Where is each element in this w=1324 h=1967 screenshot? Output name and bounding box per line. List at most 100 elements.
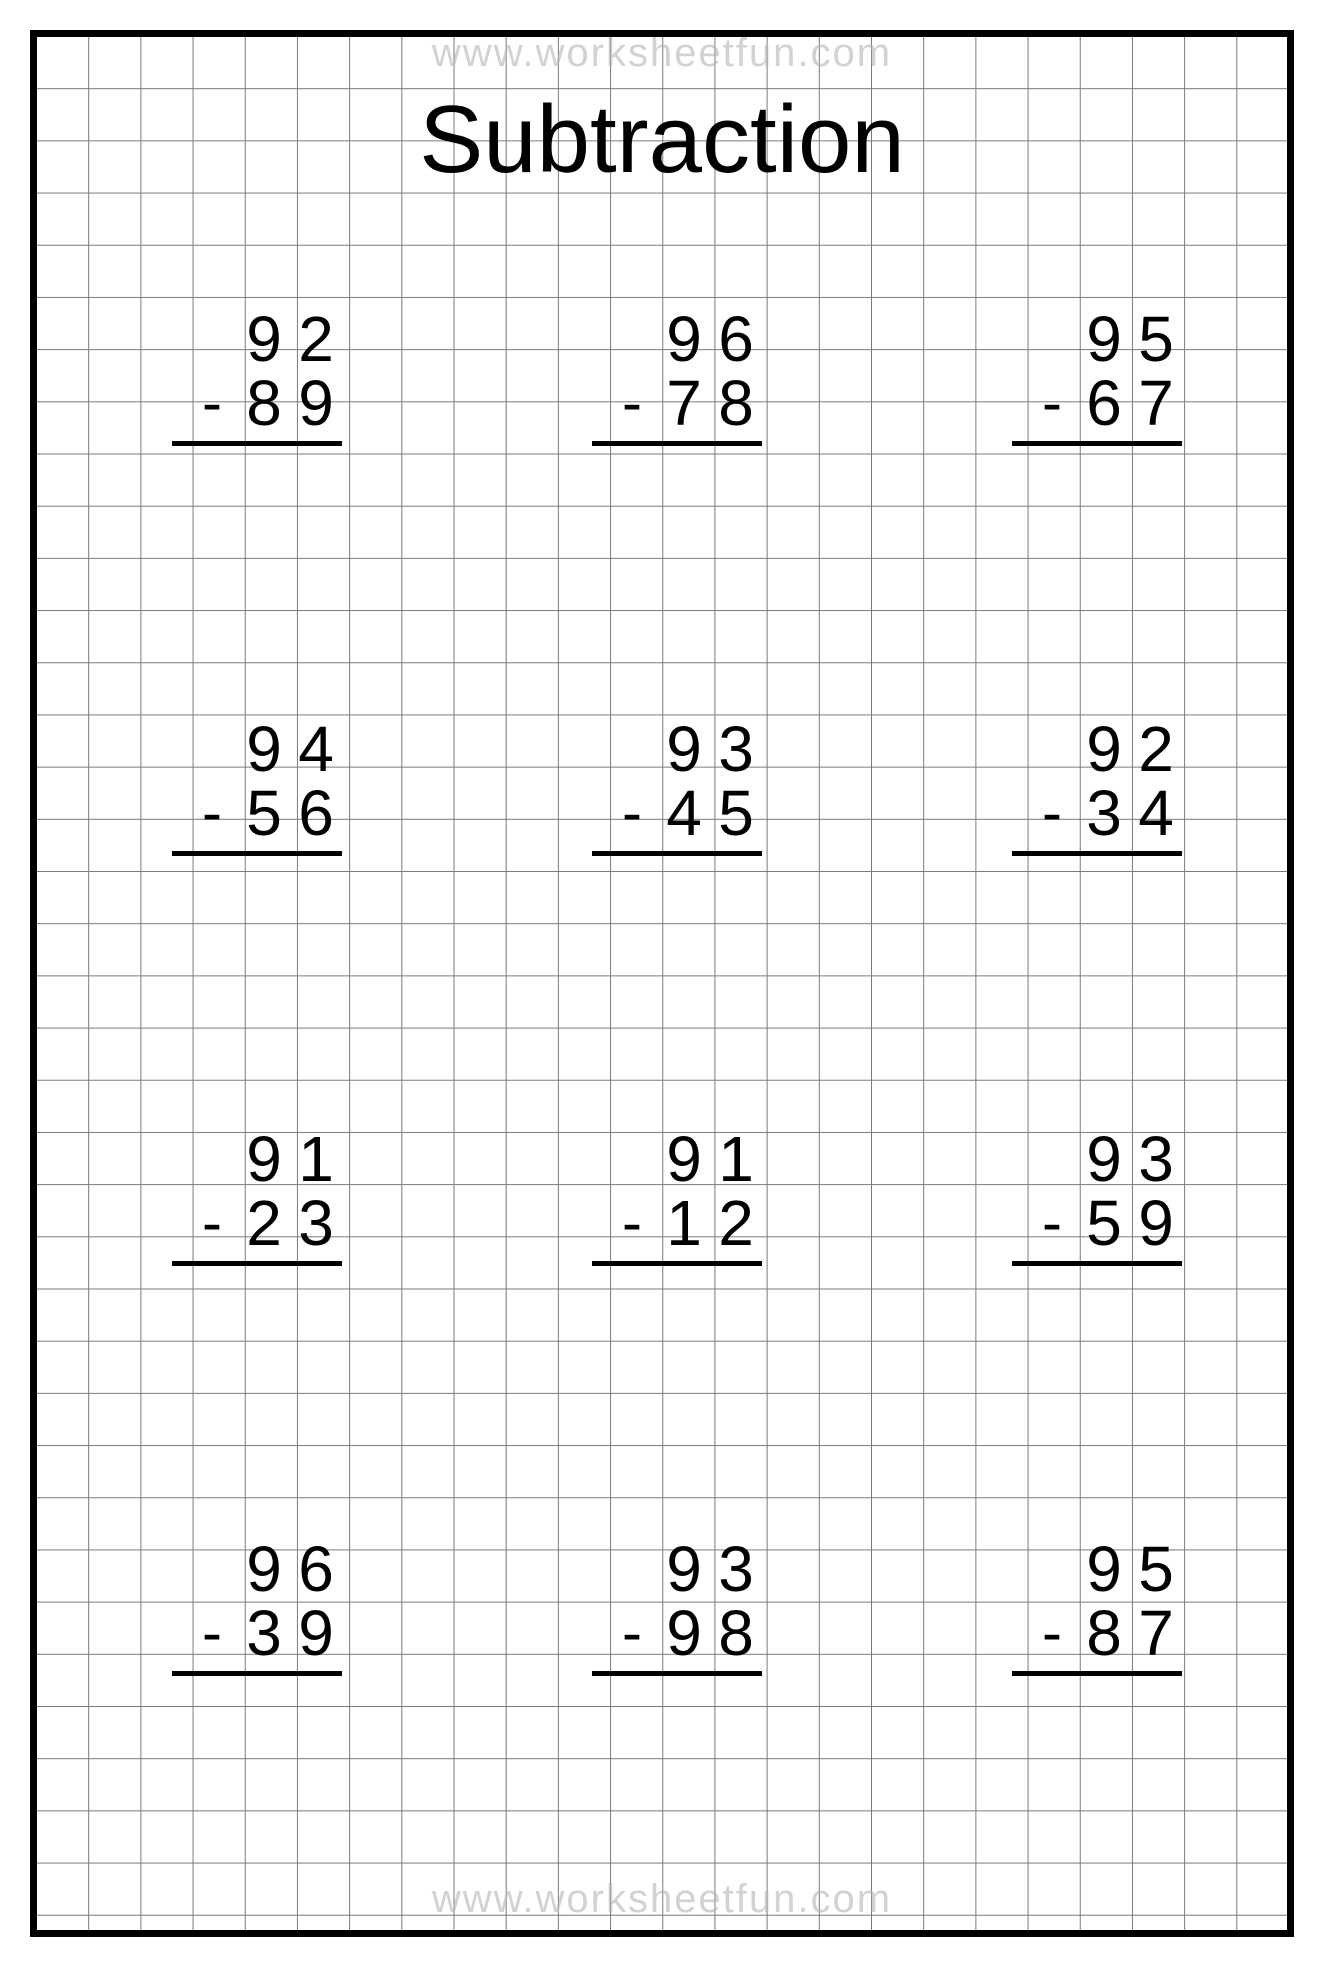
minus-sign: - — [1026, 1193, 1078, 1253]
digit: 6 — [290, 1537, 342, 1601]
minus-sign: - — [606, 373, 658, 433]
digit: 9 — [238, 717, 290, 781]
digit: 2 — [238, 1191, 290, 1255]
subtraction-problem: 93-45 — [552, 717, 762, 856]
worksheet-page: www.worksheetfun.com Subtraction 92-8996… — [30, 30, 1294, 1937]
answer-rule — [172, 1261, 342, 1266]
answer-rule — [1012, 851, 1182, 856]
minus-sign: - — [1026, 1603, 1078, 1663]
answer-rule — [172, 441, 342, 446]
subtraction-problem: 94-56 — [132, 717, 342, 856]
digit: 9 — [238, 1537, 290, 1601]
digit: 3 — [290, 1191, 342, 1255]
minus-sign: - — [186, 1193, 238, 1253]
subtrahend-row: -89 — [132, 371, 342, 435]
subtrahend-row: -39 — [132, 1601, 342, 1665]
subtrahend-row: -67 — [972, 371, 1182, 435]
subtraction-problem: 92-89 — [132, 307, 342, 446]
subtrahend-row: -59 — [972, 1191, 1182, 1255]
digit: 9 — [1130, 1191, 1182, 1255]
digit: 9 — [1078, 717, 1130, 781]
digit: 6 — [290, 781, 342, 845]
digit: 7 — [658, 371, 710, 435]
answer-rule — [592, 1261, 762, 1266]
digit: 9 — [290, 371, 342, 435]
digit: 1 — [290, 1127, 342, 1191]
subtraction-problem: 95-67 — [972, 307, 1182, 446]
digit: 8 — [238, 371, 290, 435]
digit: 5 — [1078, 1191, 1130, 1255]
answer-rule — [592, 851, 762, 856]
digit: 9 — [290, 1601, 342, 1665]
digit: 3 — [1078, 781, 1130, 845]
subtrahend-row: -98 — [552, 1601, 762, 1665]
digit: 3 — [710, 1537, 762, 1601]
minuend-row: 95 — [972, 1537, 1182, 1601]
subtrahend-row: -78 — [552, 371, 762, 435]
digit: 4 — [658, 781, 710, 845]
digit: 4 — [290, 717, 342, 781]
digit: 3 — [1130, 1127, 1182, 1191]
digit: 9 — [238, 1127, 290, 1191]
digit: 5 — [238, 781, 290, 845]
subtrahend-row: -34 — [972, 781, 1182, 845]
digit: 2 — [290, 307, 342, 371]
subtraction-problem: 96-39 — [132, 1537, 342, 1676]
minuend-row: 94 — [132, 717, 342, 781]
digit: 5 — [1130, 307, 1182, 371]
digit: 9 — [238, 307, 290, 371]
subtrahend-row: -87 — [972, 1601, 1182, 1665]
digit: 1 — [658, 1191, 710, 1255]
worksheet-title: Subtraction — [37, 85, 1287, 195]
answer-rule — [592, 441, 762, 446]
subtrahend-row: -23 — [132, 1191, 342, 1255]
digit: 5 — [1130, 1537, 1182, 1601]
minuend-row: 92 — [132, 307, 342, 371]
answer-rule — [1012, 441, 1182, 446]
digit: 9 — [658, 1537, 710, 1601]
subtraction-problem: 93-59 — [972, 1127, 1182, 1266]
digit: 6 — [710, 307, 762, 371]
digit: 3 — [710, 717, 762, 781]
digit: 7 — [1130, 1601, 1182, 1665]
subtrahend-row: -45 — [552, 781, 762, 845]
subtraction-problem: 96-78 — [552, 307, 762, 446]
digit: 8 — [710, 371, 762, 435]
digit: 8 — [1078, 1601, 1130, 1665]
answer-rule — [172, 1671, 342, 1676]
digit: 7 — [1130, 371, 1182, 435]
digit: 1 — [710, 1127, 762, 1191]
minuend-row: 93 — [552, 1537, 762, 1601]
digit: 9 — [658, 307, 710, 371]
minuend-row: 96 — [552, 307, 762, 371]
minus-sign: - — [186, 1603, 238, 1663]
answer-rule — [1012, 1671, 1182, 1676]
digit: 9 — [658, 717, 710, 781]
minuend-row: 96 — [132, 1537, 342, 1601]
minuend-row: 93 — [972, 1127, 1182, 1191]
minuend-row: 92 — [972, 717, 1182, 781]
subtraction-problem: 91-12 — [552, 1127, 762, 1266]
subtraction-problem: 95-87 — [972, 1537, 1182, 1676]
minus-sign: - — [1026, 373, 1078, 433]
minus-sign: - — [1026, 783, 1078, 843]
digit: 3 — [238, 1601, 290, 1665]
subtraction-problem: 93-98 — [552, 1537, 762, 1676]
digit: 8 — [710, 1601, 762, 1665]
subtraction-problem: 92-34 — [972, 717, 1182, 856]
minus-sign: - — [186, 783, 238, 843]
minuend-row: 93 — [552, 717, 762, 781]
digit: 9 — [1078, 1537, 1130, 1601]
subtrahend-row: -56 — [132, 781, 342, 845]
minuend-row: 91 — [132, 1127, 342, 1191]
digit: 2 — [1130, 717, 1182, 781]
digit: 4 — [1130, 781, 1182, 845]
digit: 5 — [710, 781, 762, 845]
digit: 9 — [658, 1127, 710, 1191]
answer-rule — [1012, 1261, 1182, 1266]
minus-sign: - — [606, 1603, 658, 1663]
answer-rule — [592, 1671, 762, 1676]
digit: 2 — [710, 1191, 762, 1255]
digit: 6 — [1078, 371, 1130, 435]
answer-rule — [172, 851, 342, 856]
